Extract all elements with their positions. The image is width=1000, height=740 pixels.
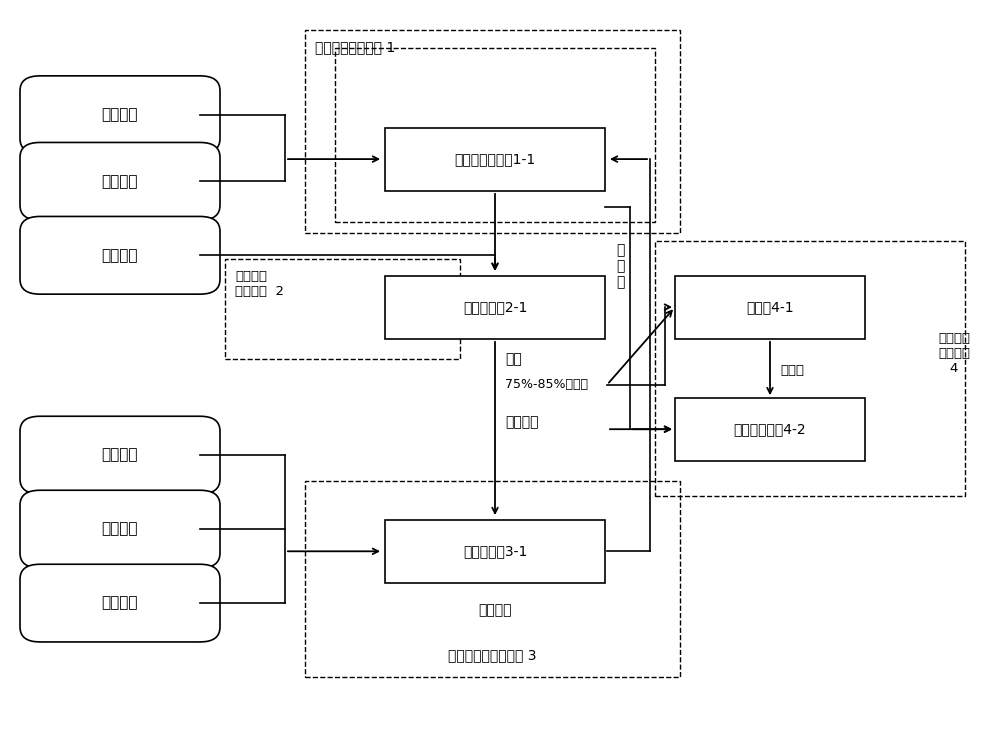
Bar bbox=[305, 30, 680, 233]
Text: 堆肥仓4-1: 堆肥仓4-1 bbox=[746, 300, 794, 314]
Bar bbox=[225, 259, 460, 359]
Text: 厌氧消化
处理系统  2: 厌氧消化 处理系统 2 bbox=[235, 270, 284, 298]
FancyBboxPatch shape bbox=[20, 142, 220, 221]
Text: 堆肥排气装置4-2: 堆肥排气装置4-2 bbox=[734, 423, 806, 436]
Text: 厌氧消化罐2-1: 厌氧消化罐2-1 bbox=[463, 300, 527, 314]
Bar bbox=[335, 48, 655, 222]
Bar bbox=[655, 240, 965, 496]
FancyBboxPatch shape bbox=[675, 276, 865, 339]
FancyBboxPatch shape bbox=[20, 491, 220, 568]
FancyBboxPatch shape bbox=[675, 398, 865, 460]
Text: 水泥窑协同处置系统 3: 水泥窑协同处置系统 3 bbox=[448, 648, 537, 662]
FancyBboxPatch shape bbox=[20, 216, 220, 294]
Text: 恶
臭
气: 恶 臭 气 bbox=[616, 243, 624, 289]
Text: 水泥回转窑3-1: 水泥回转窑3-1 bbox=[463, 545, 527, 558]
Text: 烟气法预处理罐1-1: 烟气法预处理罐1-1 bbox=[454, 152, 536, 166]
FancyBboxPatch shape bbox=[20, 76, 220, 154]
Text: 厌氧前预处理系统 1: 厌氧前预处理系统 1 bbox=[315, 41, 395, 55]
Text: 沼渣: 沼渣 bbox=[505, 352, 522, 366]
FancyBboxPatch shape bbox=[385, 276, 605, 339]
FancyBboxPatch shape bbox=[20, 416, 220, 494]
Text: 好氧堆肥
处置系统
4: 好氧堆肥 处置系统 4 bbox=[938, 332, 970, 375]
Text: 生活垃圾: 生活垃圾 bbox=[102, 522, 138, 536]
Bar bbox=[305, 481, 680, 677]
Text: 造纸废渣: 造纸废渣 bbox=[102, 596, 138, 610]
Text: 食品污泥: 食品污泥 bbox=[102, 107, 138, 122]
FancyBboxPatch shape bbox=[385, 520, 605, 583]
Text: 恶臭气: 恶臭气 bbox=[780, 363, 804, 377]
Text: 制药废渣: 制药废渣 bbox=[102, 448, 138, 462]
FancyBboxPatch shape bbox=[20, 565, 220, 642]
Text: 高温烟气: 高温烟气 bbox=[478, 604, 512, 617]
Text: 沼渣干化: 沼渣干化 bbox=[505, 415, 538, 428]
Text: 市政污泥: 市政污泥 bbox=[102, 174, 138, 189]
FancyBboxPatch shape bbox=[385, 128, 605, 191]
Text: 75%-85%含水率: 75%-85%含水率 bbox=[505, 378, 588, 391]
Text: 餐厨垃圾: 餐厨垃圾 bbox=[102, 248, 138, 263]
